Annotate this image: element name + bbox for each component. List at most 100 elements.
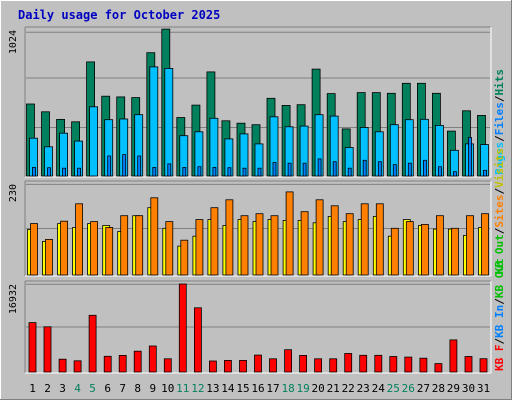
bar-kbf bbox=[88, 314, 97, 373]
bar-pages bbox=[167, 163, 172, 177]
bar-kbf bbox=[193, 307, 202, 373]
bar-pages bbox=[407, 162, 412, 177]
x-tick-label: 18 bbox=[281, 382, 294, 395]
bar-pages bbox=[422, 159, 427, 177]
bar-kbf bbox=[208, 360, 217, 373]
bar-pages bbox=[47, 167, 51, 177]
bar-pages bbox=[483, 169, 487, 177]
x-tick-label: 1 bbox=[29, 382, 36, 395]
bar-sites bbox=[255, 213, 264, 276]
bar-pages bbox=[468, 137, 472, 177]
bar-pages bbox=[107, 155, 112, 177]
x-axis-labels: 1 2 3 4 5 6 7 8 9 10 11 12 13 14 15 16 17 18 19 20 21 22 23 24 2… bbox=[29, 382, 490, 395]
bar-kbf bbox=[103, 355, 112, 373]
bar-sites bbox=[315, 199, 324, 276]
bar-kbf bbox=[58, 358, 67, 373]
bar-sites bbox=[75, 203, 83, 276]
x-tick-label: 25 bbox=[387, 382, 400, 395]
x-tick-label: 19 bbox=[296, 382, 309, 395]
bar-kbf bbox=[133, 350, 142, 373]
bar-pages bbox=[152, 166, 157, 177]
legend-entry: / bbox=[493, 95, 506, 102]
bar-pages bbox=[197, 166, 202, 177]
bar-kbf bbox=[359, 354, 368, 373]
x-tick-label: 13 bbox=[206, 382, 219, 395]
x-tick-label: 10 bbox=[161, 382, 174, 395]
x-tick-label: 7 bbox=[119, 382, 126, 395]
bar-files bbox=[89, 106, 98, 177]
bar-kbf bbox=[163, 358, 172, 373]
bar-kbf bbox=[314, 358, 323, 373]
x-tick-label: 22 bbox=[342, 382, 355, 395]
x-tick-label: 11 bbox=[176, 382, 189, 395]
bar-sites bbox=[165, 221, 174, 276]
x-tick-label: 6 bbox=[104, 382, 111, 395]
bar-pages bbox=[182, 166, 187, 177]
bar-kbf bbox=[299, 354, 308, 373]
legend-entry: KB Out bbox=[493, 258, 506, 298]
bar-sites bbox=[450, 227, 459, 276]
bar-sites bbox=[435, 215, 444, 276]
legend-entry: KB In bbox=[493, 305, 506, 338]
bar-sites bbox=[135, 215, 144, 276]
bar-pages bbox=[377, 161, 382, 177]
bar-sites bbox=[300, 211, 309, 276]
legend-entry: Visits bbox=[493, 148, 506, 188]
bar-kbf bbox=[419, 357, 428, 373]
bar-pages bbox=[212, 166, 217, 177]
bar-pages bbox=[347, 167, 352, 177]
bar-sites bbox=[60, 220, 68, 276]
bar-pages bbox=[242, 167, 247, 177]
legend-entry: / bbox=[493, 227, 506, 234]
bar-pages bbox=[62, 167, 66, 177]
bar-pages bbox=[137, 155, 142, 177]
bar-kbf bbox=[434, 363, 443, 373]
bar-kbf bbox=[344, 353, 353, 373]
bar-sites bbox=[195, 219, 204, 276]
x-tick-label: 15 bbox=[236, 382, 249, 395]
bar-sites bbox=[180, 239, 189, 276]
bar-sites bbox=[405, 221, 414, 276]
legend-entry: / bbox=[493, 135, 506, 142]
x-tick-label: 8 bbox=[134, 382, 141, 395]
x-tick-label: 14 bbox=[221, 382, 235, 395]
bar-sites bbox=[375, 203, 384, 276]
x-tick-label: 5 bbox=[89, 382, 96, 395]
bar-kbf bbox=[329, 358, 338, 373]
panel-legend: KB F/KB In/KB Out bbox=[493, 258, 506, 371]
bar-pages bbox=[302, 162, 307, 177]
x-tick-label: 20 bbox=[311, 382, 324, 395]
bar-sites bbox=[420, 223, 429, 276]
legend-entry: KB F bbox=[493, 345, 506, 372]
bar-sites bbox=[30, 223, 38, 276]
bar-sites bbox=[285, 191, 294, 276]
x-tick-label: 9 bbox=[149, 382, 156, 395]
bar-kbf bbox=[389, 356, 398, 373]
panel-legend: Pages/Files/Hits bbox=[493, 69, 506, 175]
x-tick-label: 26 bbox=[402, 382, 415, 395]
bar-sites bbox=[330, 205, 339, 276]
x-tick-label: 30 bbox=[462, 382, 475, 395]
bar-sites bbox=[240, 215, 249, 276]
panel-0: 1024 Pages/Files/Hits bbox=[8, 26, 506, 178]
bar-kbf bbox=[269, 358, 277, 373]
bar-sites bbox=[225, 199, 234, 276]
bar-pages bbox=[437, 166, 442, 177]
bar-kbf bbox=[73, 360, 82, 373]
x-tick-label: 16 bbox=[251, 382, 264, 395]
bar-pages bbox=[317, 158, 322, 177]
bar-pages bbox=[272, 162, 277, 177]
bar-pages bbox=[77, 167, 81, 177]
x-tick-label: 3 bbox=[59, 382, 66, 395]
legend-entry: Sites bbox=[493, 195, 506, 228]
bar-pages bbox=[362, 159, 367, 177]
y-max-label: 1024 bbox=[8, 30, 19, 54]
x-tick-label: 29 bbox=[447, 382, 460, 395]
bar-sites bbox=[210, 207, 219, 276]
panel-legend: KB Out/Sites/Visits bbox=[493, 148, 506, 274]
x-tick-label: 17 bbox=[266, 382, 279, 395]
bar-pages bbox=[257, 167, 262, 177]
x-tick-label: 27 bbox=[417, 382, 430, 395]
